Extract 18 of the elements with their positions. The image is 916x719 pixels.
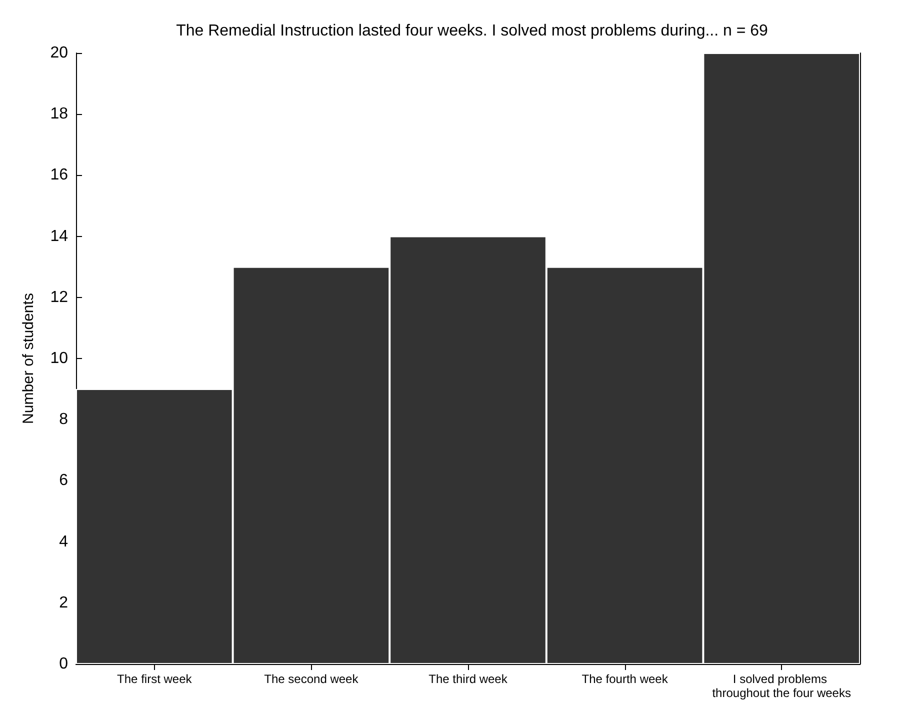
x-tick-label: The third week [428,672,508,686]
y-tick-label: 12 [50,288,68,306]
y-tick-label: 14 [50,228,68,245]
y-tick-label: 6 [59,472,68,490]
y-tick-label: 16 [50,166,68,184]
y-tick-label: 2 [59,594,68,612]
x-tick-label: The first week [117,672,193,686]
y-tick-label: 8 [59,411,68,428]
y-tick-label: 20 [50,44,68,62]
y-tick-label: 18 [50,106,68,123]
y-tick-label: 10 [50,350,68,367]
y-axis-title: Number of students [20,293,37,424]
chart-title: The Remedial Instruction lasted four weeks. I solved most problems during... n = 69 [176,22,768,40]
y-tick-label: 4 [59,533,68,550]
y-tick-label: 0 [59,656,68,672]
x-tick-label: I solved problems throughout the four weeks [712,672,851,700]
x-tick-label: The second week [264,672,360,686]
x-tick-label: The fourth week [582,672,669,686]
